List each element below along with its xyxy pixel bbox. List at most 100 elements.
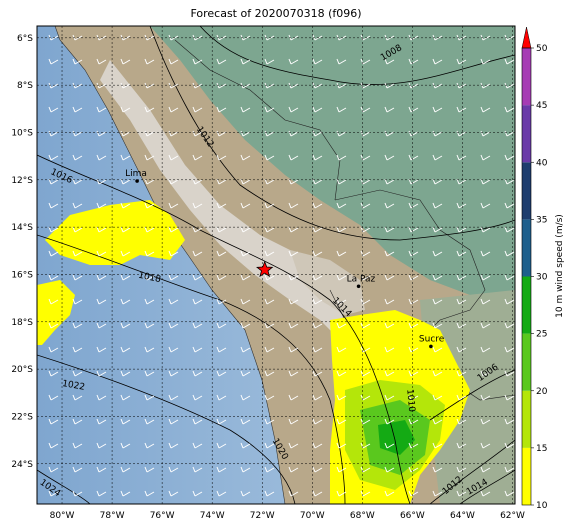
wind-barb xyxy=(384,322,395,329)
wind-barb xyxy=(504,466,515,473)
wind-barb xyxy=(192,274,203,281)
colorbar-segment xyxy=(522,48,531,106)
wind-barb xyxy=(240,490,251,497)
city-markers: Lima La Paz Sucre xyxy=(125,169,445,349)
wind-barb xyxy=(240,346,251,353)
wind-barb xyxy=(336,370,347,377)
wind-barb xyxy=(192,106,203,113)
wind-barb xyxy=(96,202,107,209)
wind-barb xyxy=(120,250,131,257)
wind-barb xyxy=(240,370,251,377)
wind-barb xyxy=(288,226,299,233)
wind-barb xyxy=(288,370,299,377)
wind-barb xyxy=(504,370,515,377)
wind-barb xyxy=(360,82,371,89)
wind-barb xyxy=(240,202,251,209)
colorbar-label: 10 m wind speed (m/s) xyxy=(555,214,565,318)
wind-barb xyxy=(144,370,155,377)
wind-barb xyxy=(240,106,251,113)
wind-barb xyxy=(312,466,323,473)
wind-barb xyxy=(384,466,395,473)
lon-tick-label: 76°W xyxy=(150,511,175,521)
wind-barb xyxy=(504,250,515,257)
city-label: Sucre xyxy=(419,334,445,344)
wind-barb xyxy=(288,202,299,209)
wind-barb xyxy=(168,250,179,257)
wind-barb xyxy=(168,154,179,161)
wind-barb xyxy=(48,394,59,401)
isobar-label-1010: 1010 xyxy=(404,389,416,413)
wind-barb xyxy=(432,82,443,89)
wind-barb xyxy=(168,394,179,401)
wind-barb xyxy=(72,130,83,137)
wind-barb xyxy=(480,250,491,257)
wind-barb xyxy=(96,154,107,161)
wind-barb xyxy=(144,322,155,329)
wind-barb xyxy=(504,274,515,281)
wind-barb xyxy=(432,226,443,233)
wind-barb xyxy=(288,130,299,137)
wind-barb xyxy=(432,202,443,209)
wind-barb xyxy=(504,154,515,161)
colorbar-segment xyxy=(522,276,531,334)
wind-barb xyxy=(120,466,131,473)
lat-tick-label: 20°S xyxy=(11,365,33,375)
map-frame xyxy=(36,25,516,505)
wind-barb xyxy=(72,202,83,209)
wind-barb xyxy=(480,274,491,281)
wind-barb xyxy=(192,490,203,497)
wind-barb xyxy=(48,490,59,497)
wind-barb xyxy=(360,442,371,449)
wind-barb xyxy=(72,442,83,449)
wind-barb xyxy=(432,154,443,161)
wind-barb xyxy=(216,490,227,497)
lat-tick-label: 10°S xyxy=(11,128,33,138)
wind-barb xyxy=(216,82,227,89)
wind-barb xyxy=(120,298,131,305)
wind-barb xyxy=(96,130,107,137)
wind-barb xyxy=(384,346,395,353)
wind-barb xyxy=(504,106,515,113)
wind-barb xyxy=(312,106,323,113)
star-icon xyxy=(256,260,274,278)
wind-barb xyxy=(120,490,131,497)
wind-barb xyxy=(264,106,275,113)
city-label: Lima xyxy=(125,169,147,179)
wind-barb xyxy=(168,58,179,65)
wind-barb xyxy=(96,250,107,257)
wind-barb xyxy=(216,250,227,257)
wind-barb xyxy=(192,298,203,305)
location-marker xyxy=(256,260,274,278)
wind-barb xyxy=(144,130,155,137)
wind-barb xyxy=(480,346,491,353)
wind-barb xyxy=(384,490,395,497)
wind-barb xyxy=(48,418,59,425)
wind-barb xyxy=(312,154,323,161)
wind-barb xyxy=(336,226,347,233)
lat-tick-label: 16°S xyxy=(11,270,33,280)
wind-barb xyxy=(336,58,347,65)
wind-barb xyxy=(192,322,203,329)
wind-barb xyxy=(48,298,59,305)
wind-barb xyxy=(168,442,179,449)
isobar-label-1018: 1018 xyxy=(137,271,162,286)
wind-barb xyxy=(432,130,443,137)
wind-barb xyxy=(72,154,83,161)
wind-barb xyxy=(384,250,395,257)
wind-barb xyxy=(144,298,155,305)
wind-barb xyxy=(96,370,107,377)
wind-barb xyxy=(168,466,179,473)
wind-barb xyxy=(312,82,323,89)
wind-barb xyxy=(432,106,443,113)
lat-tick-label: 8°S xyxy=(17,81,33,91)
wind-barb xyxy=(216,226,227,233)
axis-labels: 80°W 78°W 76°W 74°W 72°W 70°W 68°W 66°W 64°W 62°W… xyxy=(11,34,525,521)
wind-barb xyxy=(504,394,515,401)
wind-barb xyxy=(144,250,155,257)
wind-barb xyxy=(120,442,131,449)
wind-barb xyxy=(216,418,227,425)
wind-barb xyxy=(288,298,299,305)
wind-barb xyxy=(480,154,491,161)
lat-tick-label: 24°S xyxy=(11,460,33,470)
wind-barb xyxy=(336,154,347,161)
